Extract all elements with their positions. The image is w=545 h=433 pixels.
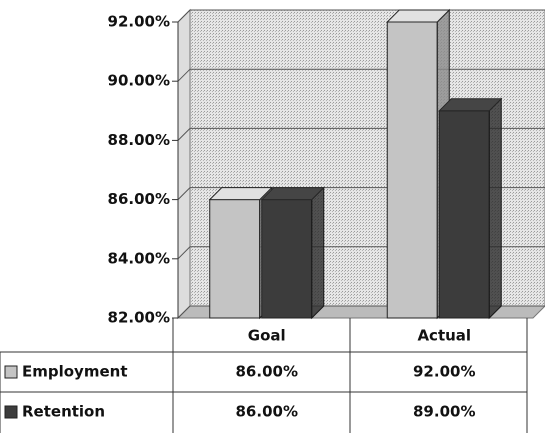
y-tick-label: 90.00% — [108, 72, 170, 90]
x-tick-label: Actual — [417, 327, 471, 345]
table-cell: 86.00% — [236, 403, 298, 421]
bar — [438, 110, 490, 319]
table-cell: 89.00% — [413, 403, 475, 421]
table-cell: 86.00% — [236, 363, 298, 381]
bar — [209, 199, 261, 319]
table-cell: 92.00% — [413, 363, 475, 381]
bar — [386, 21, 438, 319]
bar-top — [208, 187, 273, 201]
legend-swatch — [4, 405, 18, 419]
legend-label: Retention — [22, 403, 105, 421]
data-table — [0, 318, 528, 433]
bar-side — [488, 97, 502, 320]
bar-top — [438, 98, 503, 112]
bar-top — [260, 187, 325, 201]
y-tick-label: 84.00% — [108, 249, 170, 267]
bar-top — [386, 9, 451, 23]
bar-side — [311, 186, 325, 320]
legend-label: Employment — [22, 363, 128, 381]
y-tick-label: 88.00% — [108, 131, 170, 149]
y-tick-label: 92.00% — [108, 13, 170, 31]
y-tick-label: 86.00% — [108, 190, 170, 208]
bar — [261, 199, 313, 319]
legend-swatch — [4, 365, 18, 379]
side-wall — [177, 8, 191, 320]
x-tick-label: Goal — [248, 327, 286, 345]
y-tick-label: 82.00% — [108, 309, 170, 327]
